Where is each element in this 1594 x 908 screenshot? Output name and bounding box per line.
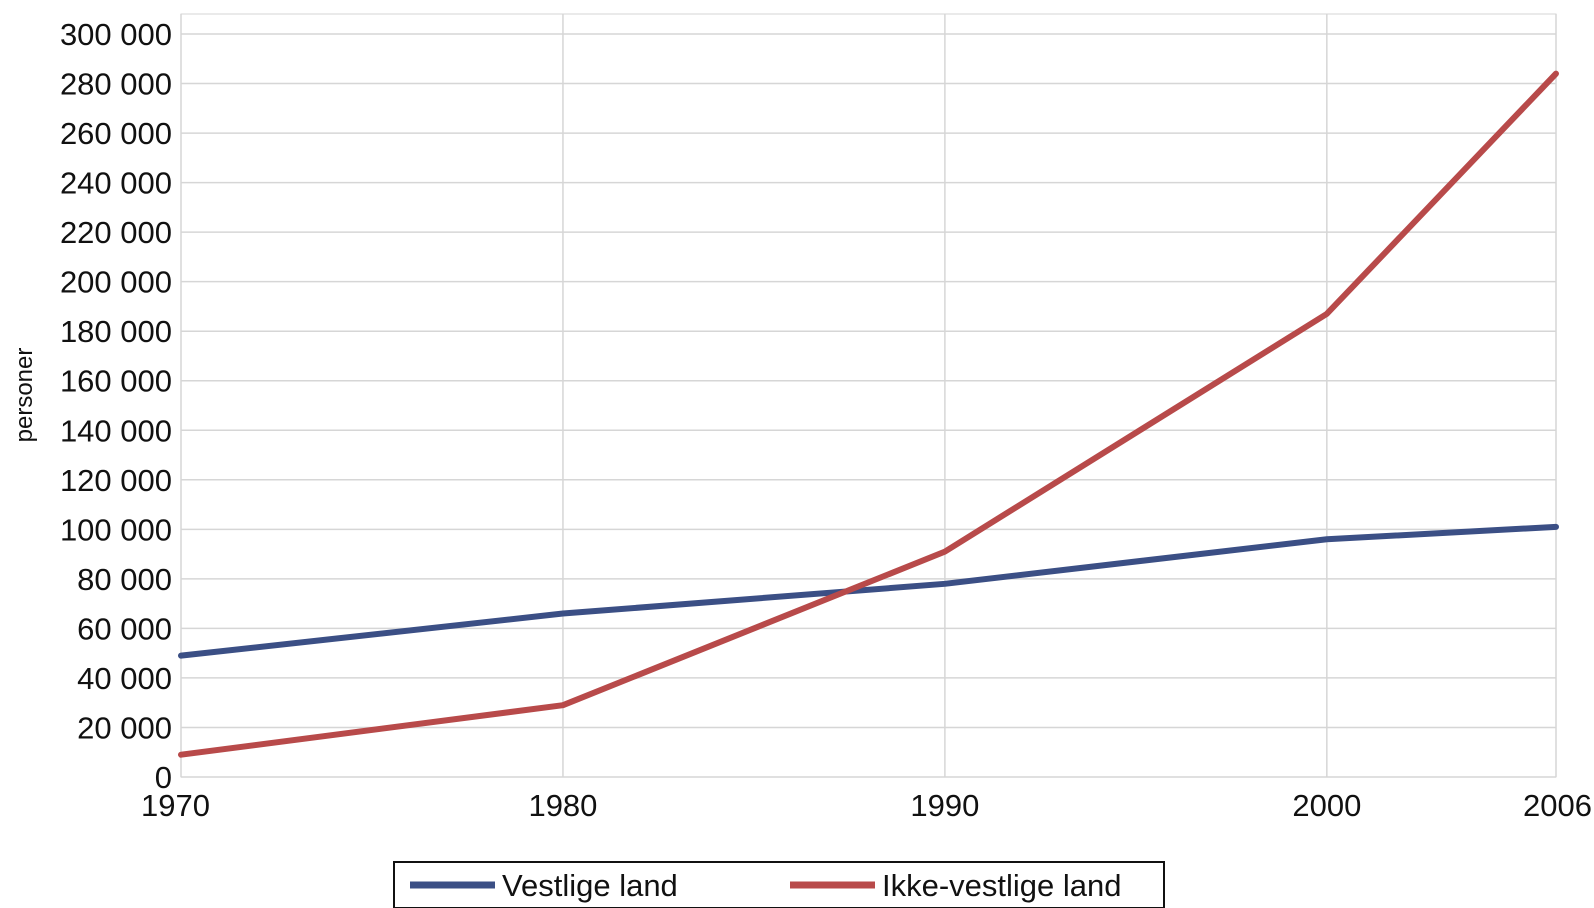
x-tick-label: 2000	[1292, 788, 1361, 823]
series-line-vestlige	[178, 523, 1559, 659]
y-tick-label: 260 000	[60, 116, 172, 151]
y-tick-label: 180 000	[60, 314, 172, 349]
y-tick-label: 100 000	[60, 512, 172, 547]
y-tick-label: 140 000	[60, 413, 172, 448]
legend-label-ikke-vestlige: Ikke-vestlige land	[882, 868, 1122, 903]
x-tick-label: 1990	[910, 788, 979, 823]
y-tick-label: 60 000	[77, 611, 172, 646]
x-axis: 1970 1980 1990 2000 2006	[141, 788, 1592, 823]
y-tick-label: 240 000	[60, 166, 172, 201]
x-tick-label: 1980	[528, 788, 597, 823]
y-tick-label: 120 000	[60, 463, 172, 498]
y-tick-label: 200 000	[60, 265, 172, 300]
y-tick-label: 0	[155, 760, 172, 795]
y-tick-label: 280 000	[60, 67, 172, 102]
series-line-ikke-vestlige	[178, 70, 1559, 758]
y-tick-label: 220 000	[60, 215, 172, 250]
legend-label-vestlige: Vestlige land	[502, 868, 678, 903]
y-tick-label: 80 000	[77, 562, 172, 597]
plot-area	[180, 13, 1557, 778]
y-tick-label: 20 000	[77, 710, 172, 745]
x-tick-label: 1970	[141, 788, 210, 823]
x-tick-label: 2006	[1523, 788, 1592, 823]
series-lines	[178, 70, 1559, 758]
grid	[180, 14, 1557, 778]
y-tick-label: 160 000	[60, 364, 172, 399]
legend-box	[393, 861, 1165, 908]
y-tick-label: 40 000	[77, 661, 172, 696]
y-axis: 0 20 000 40 000 60 000 80 000 100 000 120 000 1…	[60, 17, 172, 795]
y-axis-label: personer	[11, 348, 38, 443]
y-tick-label: 300 000	[60, 17, 172, 52]
legend: Vestlige land Ikke-vestlige land	[393, 861, 1165, 908]
